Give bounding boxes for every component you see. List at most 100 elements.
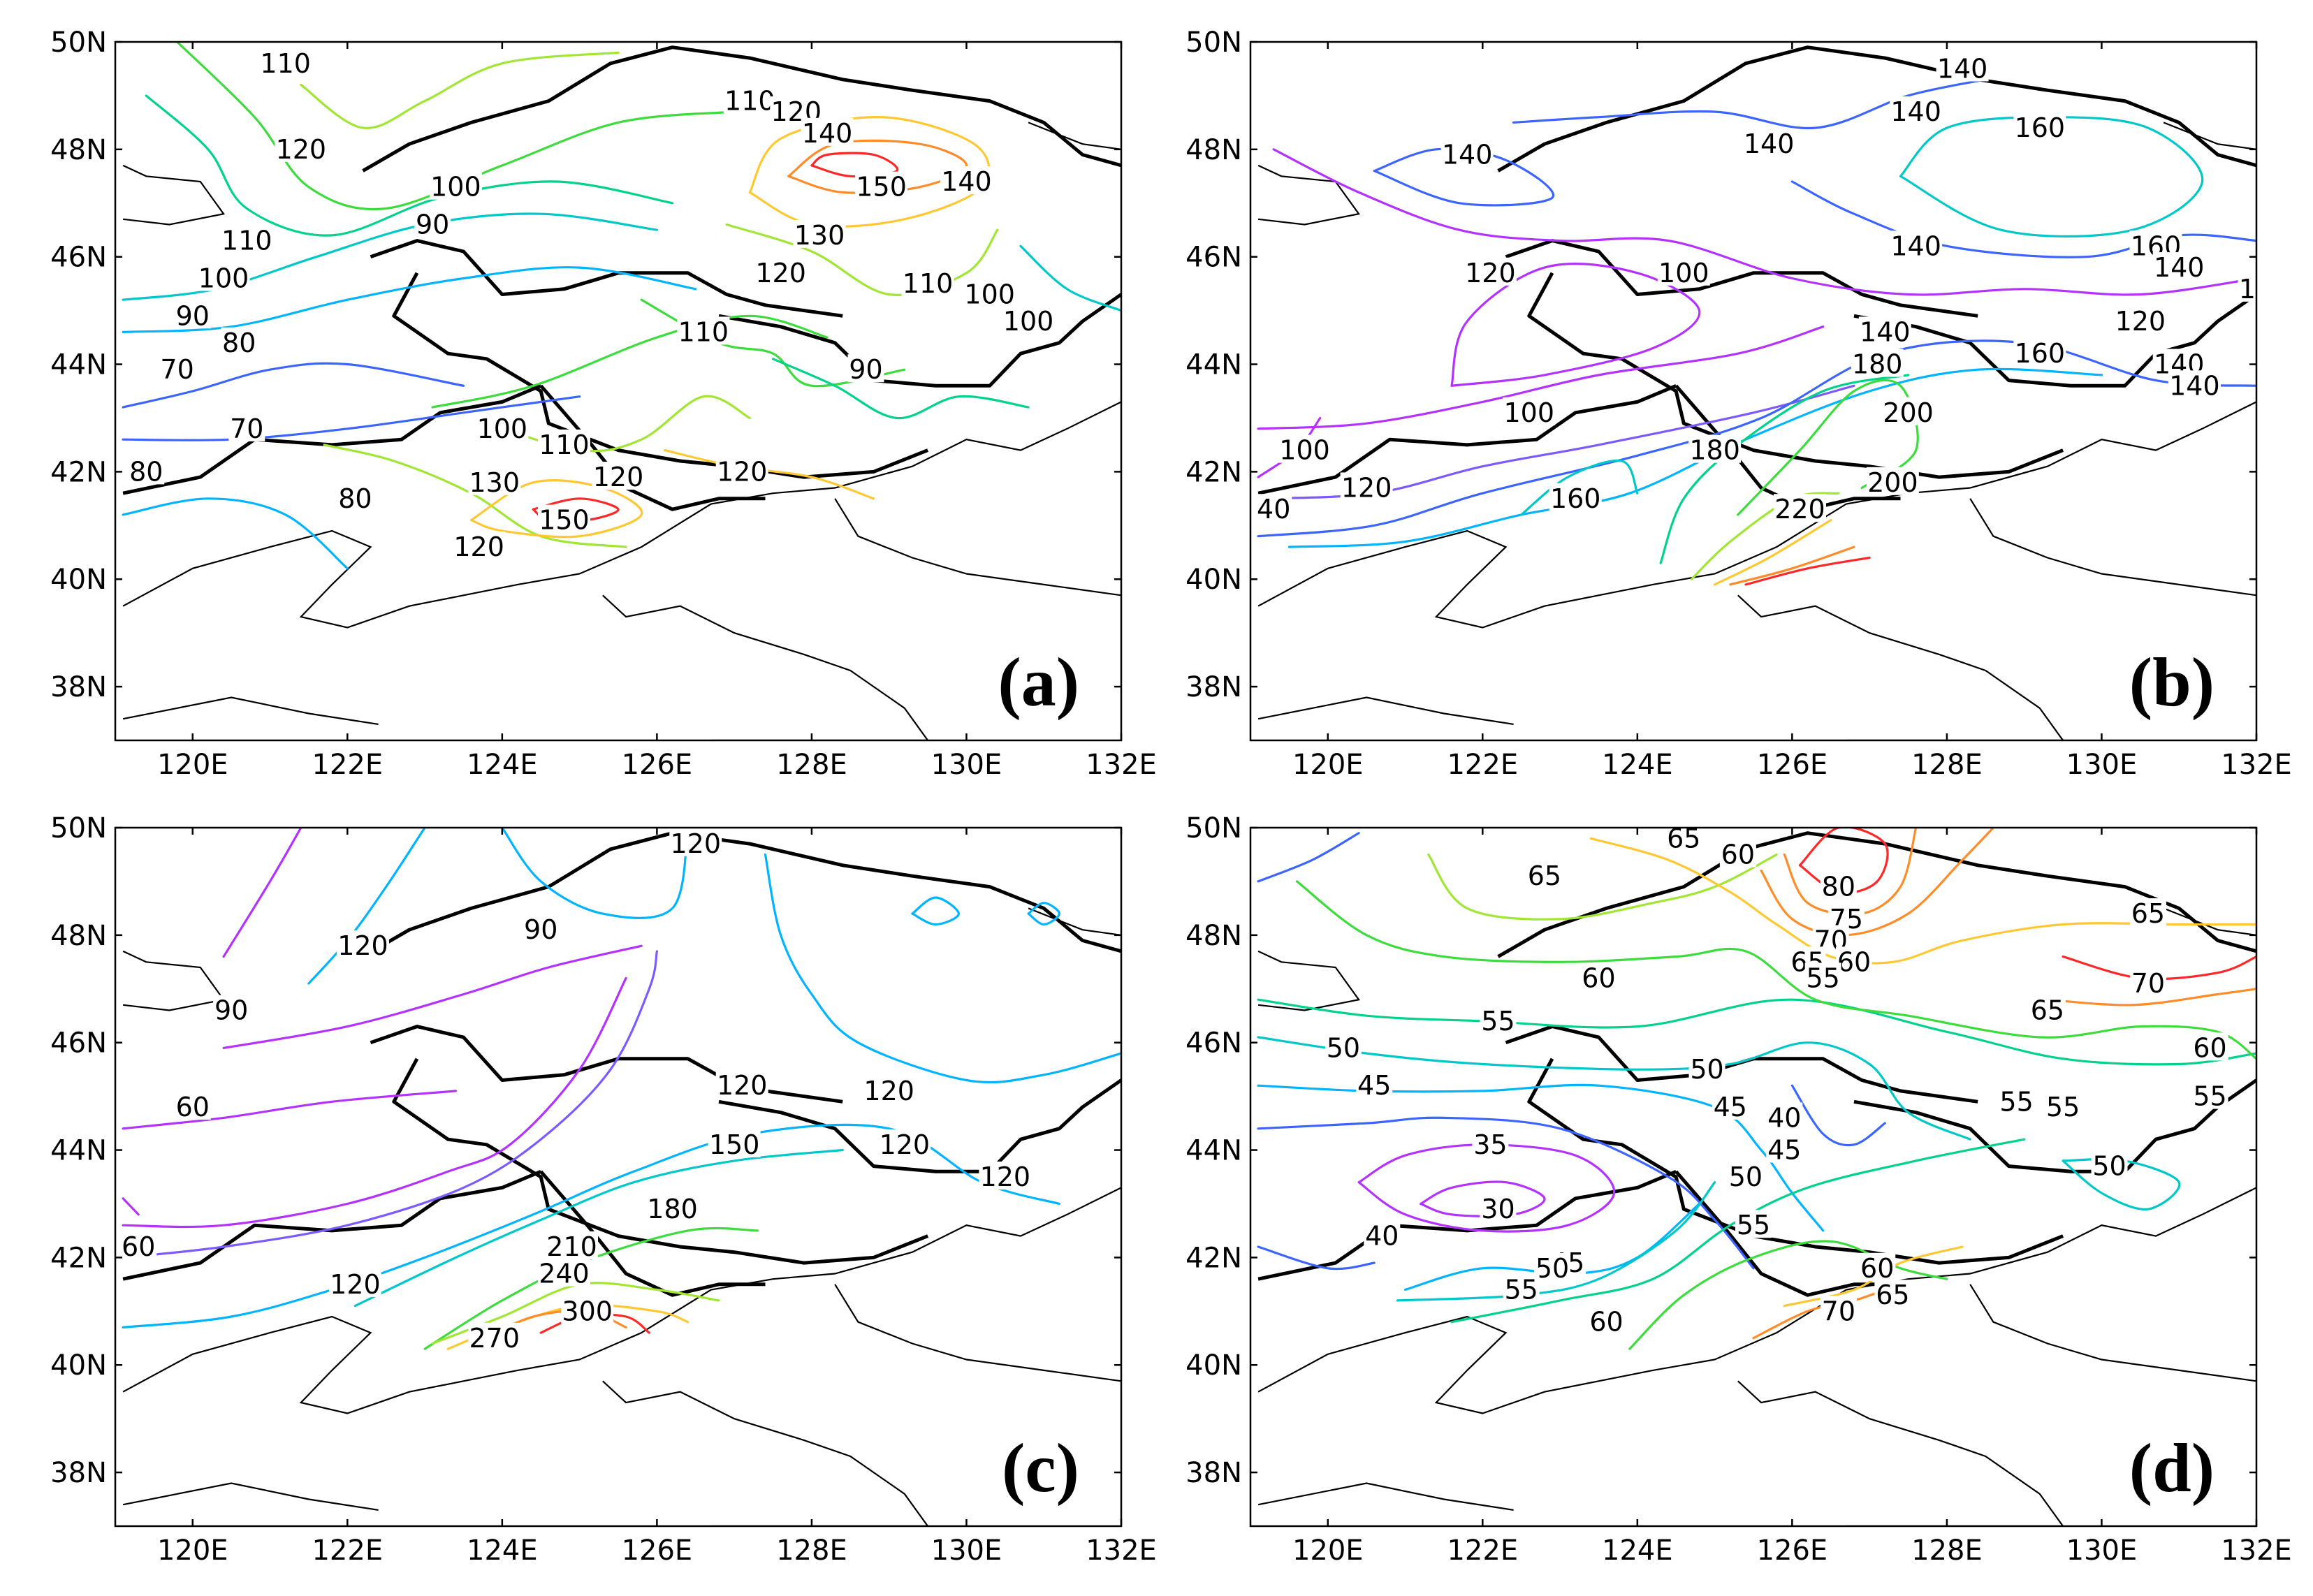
coastline-coast_1: [1257, 401, 2256, 629]
boundary-line-border_prov_1: [370, 1025, 843, 1104]
contour-line-180: [1659, 374, 1910, 564]
lat-tick-label: 40N: [50, 1349, 107, 1382]
contour-label-bg: [1688, 1054, 1725, 1083]
contour-line-120: [764, 853, 1121, 1084]
contour-label-bg: [1727, 1162, 1764, 1189]
contour-label: 90: [416, 210, 449, 240]
lat-tick-label: 40N: [1185, 1349, 1242, 1382]
lat-tick-label: 44N: [1185, 349, 1242, 381]
contour-line-100: [431, 314, 829, 409]
contour-line-100: [1019, 244, 1121, 312]
lon-tick-label: 126E: [1757, 749, 1828, 781]
contour-label-bg: [723, 85, 776, 114]
contour-label-bg: [1890, 96, 1943, 124]
lon-tick-label: 132E: [1086, 1535, 1157, 1567]
coastline-coast_3: [834, 498, 1121, 596]
lat-tick-label: 40N: [1185, 564, 1242, 596]
contour-label-bg: [1712, 1092, 1749, 1120]
coastline-coast_3: [1969, 498, 2256, 596]
contour-line-30: [1420, 1180, 1546, 1217]
contour-label: 90: [524, 914, 557, 945]
contour-label: 90: [214, 995, 248, 1026]
lon-tick-label: 126E: [622, 749, 693, 781]
contour-label-bg: [468, 467, 521, 495]
contour-label-bg: [159, 354, 196, 383]
contour-line-65: [1427, 853, 1778, 921]
contour-label-bg: [537, 429, 590, 457]
contour-label: 120: [863, 1076, 914, 1106]
lon-tick-label: 120E: [1292, 749, 1364, 781]
boundary-line-border_prov_3: [122, 383, 542, 495]
contour-label: 90: [849, 354, 882, 385]
contour-label: 120: [276, 134, 327, 165]
contour-label-bg: [793, 219, 846, 248]
contour-label: 120: [2239, 274, 2290, 305]
contour-label: 65: [1876, 1280, 1909, 1310]
contour-label: 110: [260, 48, 311, 79]
contour-label: 65: [1528, 861, 1561, 891]
lat-tick-label: 50N: [1185, 27, 1242, 59]
contour-label: 110: [724, 86, 775, 117]
contour-label: 240: [539, 1258, 590, 1289]
coastline-coast_5: [122, 950, 225, 1011]
contour-label: 50: [1327, 1032, 1360, 1063]
contour-label-bg: [1325, 1032, 1362, 1061]
contour-label: 50: [1535, 1253, 1569, 1284]
contour-label-bg: [646, 1194, 699, 1222]
contour-label: 120: [717, 456, 768, 487]
contour-label: 140: [1860, 316, 1911, 347]
contour-label-bg: [940, 166, 993, 194]
lon-tick-label: 130E: [2066, 1535, 2138, 1567]
lat-tick-label: 50N: [50, 27, 107, 59]
boundary-line-border_prov_3: [122, 1169, 542, 1281]
contour-label-bg: [523, 914, 560, 943]
lon-tick-label: 124E: [1602, 749, 1673, 781]
contour-label: 55: [1807, 962, 1840, 993]
contour-line-90: [771, 358, 1030, 420]
contour-label-bg: [328, 1268, 381, 1297]
coastline-coast_6: [2163, 122, 2256, 150]
contour-label: 80: [1822, 872, 1855, 902]
lat-tick-label: 48N: [50, 920, 107, 952]
lon-tick-label: 124E: [467, 1535, 538, 1567]
contour-line-80: [122, 497, 349, 570]
contour-label-bg: [2238, 273, 2256, 302]
contour-label: 60: [1837, 946, 1871, 977]
coastline-coast_4: [122, 1482, 379, 1511]
contour-label-bg: [2129, 968, 2166, 997]
contour-label: 100: [964, 279, 1015, 310]
contour-label-bg: [1503, 397, 1556, 425]
contour-label-bg: [979, 1162, 1032, 1189]
contour-label-bg: [1858, 316, 1911, 345]
contour-line-140: [1512, 78, 1987, 130]
contour-label-bg: [1820, 1296, 1857, 1324]
contour-label-bg: [128, 456, 165, 485]
contour-label-bg: [1859, 1252, 1896, 1281]
lat-tick-label: 38N: [50, 671, 107, 703]
panel-frame: [114, 41, 1123, 742]
lon-tick-label: 120E: [157, 749, 228, 781]
contour-label: 90: [176, 300, 210, 331]
lon-tick-label: 124E: [1602, 1535, 1673, 1567]
contour-label: 70: [160, 354, 194, 385]
lon-tick-label: 130E: [2066, 749, 2138, 781]
contour-label: 120: [717, 1070, 768, 1101]
contour-line-120: [501, 828, 689, 919]
contour-label-bg: [174, 300, 211, 329]
contour-label-bg: [2152, 252, 2205, 281]
contour-label: 120: [593, 462, 644, 492]
coastline-coast_5: [1257, 950, 1360, 1011]
contour-label: 150: [539, 505, 590, 536]
contour-label: 180: [647, 1194, 698, 1224]
contour-line-160: [1899, 116, 2204, 237]
contour-label: 30: [1481, 1194, 1515, 1224]
contour-line-70: [122, 395, 581, 441]
contour-label: 180: [1852, 349, 1903, 380]
contour-label-bg: [1503, 1274, 1540, 1303]
contour-label: 55: [1999, 1086, 2033, 1117]
contour-label: 70: [1822, 1296, 1855, 1326]
map-panel-a: 1101201009011010090807070808011012014015…: [50, 27, 1157, 781]
contour-label-bg: [228, 413, 265, 441]
